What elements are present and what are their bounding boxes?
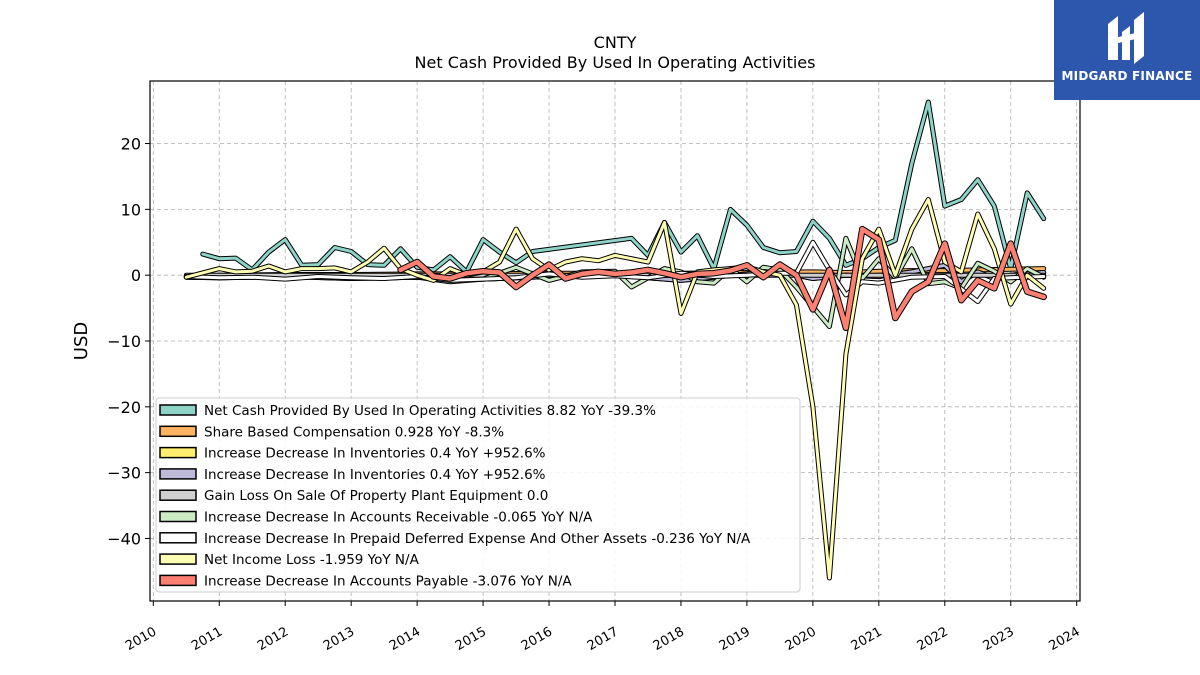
series-lines bbox=[183, 99, 1047, 581]
x-tick-label: 2011 bbox=[189, 624, 225, 654]
x-tick-label: 2012 bbox=[255, 624, 291, 654]
midgard-logo-icon bbox=[1108, 12, 1144, 64]
x-tick-label: 2014 bbox=[387, 624, 423, 654]
legend-entry: Increase Decrease In Accounts Receivable… bbox=[204, 510, 593, 526]
legend-entry: Gain Loss On Sale Of Property Plant Equi… bbox=[204, 488, 548, 504]
x-tick-label: 2023 bbox=[981, 624, 1017, 654]
legend-swatch bbox=[159, 468, 197, 480]
brand-logo: MIDGARD FINANCE bbox=[1054, 0, 1200, 100]
legend-swatch bbox=[159, 510, 197, 523]
y-tick-label: −30 bbox=[107, 464, 141, 483]
x-tick-label: 2010 bbox=[123, 624, 159, 654]
chart-subtitle: Net Cash Provided By Used In Operating A… bbox=[415, 53, 816, 72]
legend-swatch bbox=[159, 404, 197, 416]
legend-entry: Net Income Loss -1.959 YoY N/A bbox=[204, 552, 420, 568]
legend-swatch bbox=[159, 574, 197, 587]
series-line bbox=[397, 225, 1047, 332]
legend-entry: Increase Decrease In Inventories 0.4 YoY… bbox=[204, 446, 546, 462]
legend-swatch bbox=[159, 489, 197, 501]
y-tick-label: 10 bbox=[121, 200, 141, 219]
legend-swatch bbox=[159, 446, 197, 459]
legend-frame bbox=[155, 397, 801, 593]
x-tick-label: 2017 bbox=[585, 624, 621, 654]
legend-swatch bbox=[159, 425, 197, 438]
legend-swatch bbox=[159, 553, 197, 565]
x-tick-label: 2016 bbox=[519, 624, 555, 654]
legend-entry: Net Cash Provided By Used In Operating A… bbox=[204, 403, 656, 419]
series-line bbox=[183, 197, 1047, 581]
x-tick-label: 2020 bbox=[783, 624, 819, 654]
chart-title: CNTY bbox=[594, 33, 637, 52]
legend-swatch bbox=[159, 532, 197, 544]
legend-entry: Increase Decrease In Prepaid Deferred Ex… bbox=[204, 531, 751, 547]
x-tick-label: 2024 bbox=[1047, 624, 1083, 654]
legend-entry: Increase Decrease In Accounts Payable -3… bbox=[204, 573, 572, 589]
series-line bbox=[183, 239, 1047, 304]
legend-entry: Share Based Compensation 0.928 YoY -8.3% bbox=[204, 424, 504, 440]
brand-name: MIDGARD FINANCE bbox=[1061, 69, 1193, 83]
x-tick-label: 2021 bbox=[849, 624, 885, 654]
legend: Net Cash Provided By Used In Operating A… bbox=[155, 397, 801, 593]
y-tick-label: −10 bbox=[107, 332, 141, 351]
y-tick-label: −40 bbox=[107, 529, 141, 548]
x-tick-label: 2015 bbox=[453, 624, 489, 654]
y-axis: 20 10 0 −10 −20 −30 −40 bbox=[107, 135, 150, 548]
legend-entry: Increase Decrease In Inventories 0.4 YoY… bbox=[204, 467, 546, 483]
x-axis: 2010 2011 2012 2013 2014 2015 2016 2017 2018 2019… bbox=[123, 601, 1083, 654]
y-tick-label: −20 bbox=[107, 398, 141, 417]
series-line bbox=[200, 99, 1047, 275]
y-tick-label: 20 bbox=[121, 135, 141, 154]
x-tick-label: 2018 bbox=[651, 624, 687, 654]
x-tick-label: 2022 bbox=[915, 624, 951, 654]
y-axis-label: USD bbox=[71, 322, 92, 360]
x-tick-label: 2019 bbox=[717, 624, 753, 654]
x-tick-label: 2013 bbox=[321, 624, 357, 654]
y-tick-label: 0 bbox=[131, 266, 141, 285]
